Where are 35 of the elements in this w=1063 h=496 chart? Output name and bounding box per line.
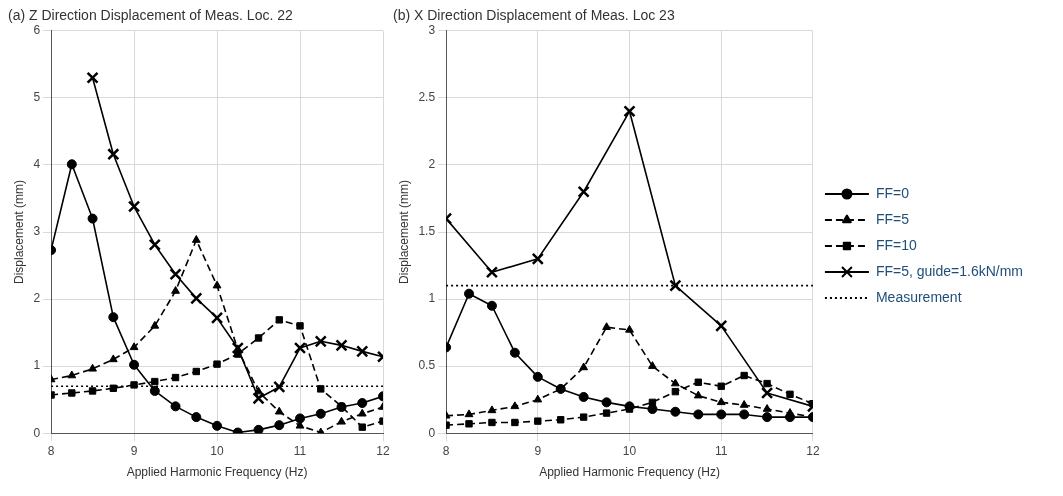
- x-tick-label: 9: [130, 443, 138, 458]
- y-tick-label: 2.5: [418, 90, 436, 105]
- y-tick-label: 5: [33, 90, 41, 105]
- x-tick-label: 10: [210, 443, 225, 458]
- y-tick-label: 6: [33, 23, 41, 38]
- y-tick-label: 2: [428, 157, 436, 172]
- y-tick-label: 2: [33, 291, 41, 306]
- y-tick-label: 3: [428, 23, 436, 38]
- chart-title: (b) X Direction Displacement of Meas. Loc 23: [393, 7, 675, 24]
- y-tick-label: 0.5: [418, 358, 436, 373]
- x-tick-label: 8: [47, 443, 55, 458]
- y-tick-label: 3: [33, 224, 41, 239]
- y-tick-label: 4: [33, 157, 41, 172]
- legend-label: Measurement: [875, 288, 962, 305]
- x-tick-label: 10: [622, 443, 637, 458]
- y-tick-label: 1.5: [418, 224, 436, 239]
- legend-label: FF=5, guide=1.6kN/mm: [875, 262, 1023, 279]
- x-axis-title: Applied Harmonic Frequency (Hz): [539, 465, 720, 480]
- y-tick-label: 0: [33, 425, 41, 440]
- legend-label: FF=5: [875, 210, 910, 227]
- y-tick-label: 0: [428, 425, 436, 440]
- x-axis-title: Applied Harmonic Frequency (Hz): [126, 465, 308, 480]
- y-tick-label: 1: [33, 358, 41, 373]
- y-axis-title: Displacement (mm): [11, 179, 26, 285]
- x-tick-label: 9: [534, 443, 542, 458]
- x-tick-label: 12: [806, 443, 820, 458]
- x-tick-label: 12: [376, 443, 390, 458]
- y-axis-title: Displacement (mm): [396, 179, 411, 285]
- chart-title: (a) Z Direction Displacement of Meas. Loc. 22: [8, 7, 293, 24]
- x-tick-label: 11: [714, 443, 728, 458]
- x-tick-label: 8: [442, 443, 450, 458]
- y-tick-label: 1: [428, 291, 436, 306]
- legend-label: FF=0: [875, 184, 910, 201]
- x-tick-label: 11: [293, 443, 307, 458]
- legend-label: FF=10: [875, 236, 917, 253]
